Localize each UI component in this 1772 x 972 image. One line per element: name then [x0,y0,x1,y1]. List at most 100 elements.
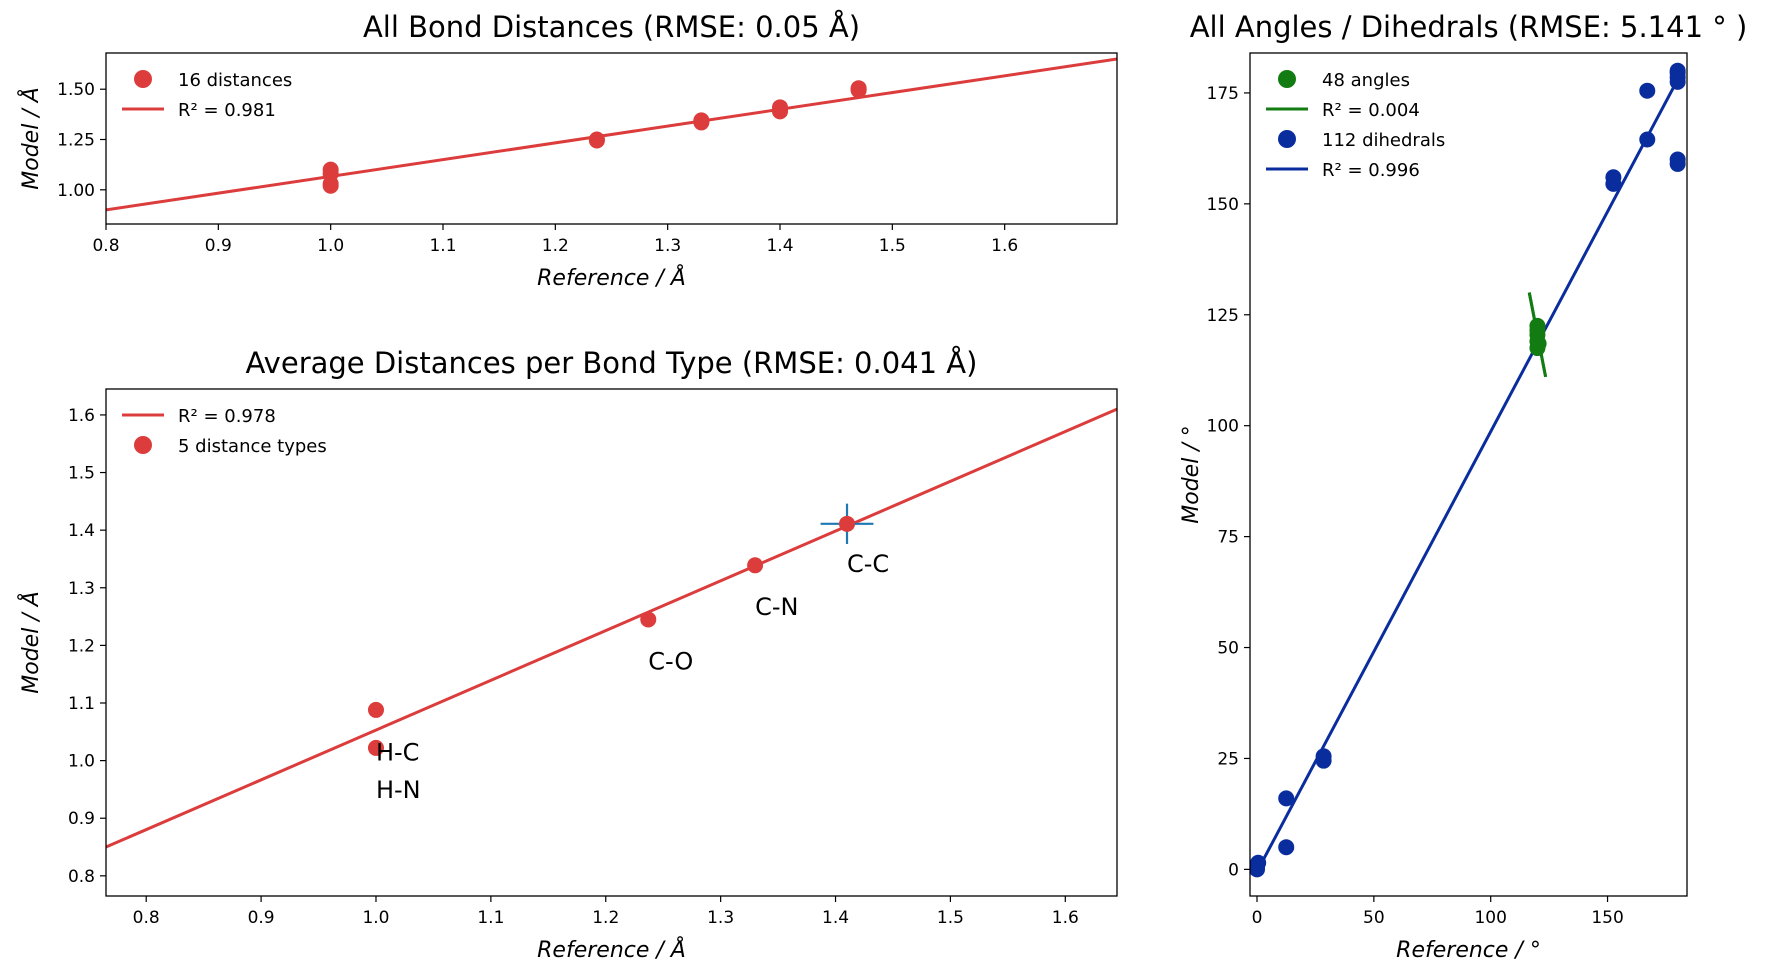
data-point [367,701,384,718]
dihedrals-point [1278,790,1295,807]
y-tick-label: 50 [1217,639,1239,659]
x-tick-label: 1.4 [822,908,849,928]
x-tick-label: 1.6 [1052,908,1079,928]
data-point [850,82,867,99]
x-tick-label: 0 [1252,908,1263,928]
y-tick-label: 1.4 [68,521,95,541]
y-tick-label: 1.0 [68,752,95,772]
dihedrals-point [1278,839,1295,856]
x-tick-label: 1.6 [991,236,1018,256]
plot-area [106,407,1117,849]
y-tick-label: 1.5 [68,464,95,484]
dihedrals-point [1639,82,1656,99]
x-tick-label: 1.1 [429,236,456,256]
y-tick-label: 1.00 [57,181,95,201]
dihedrals-point [1669,62,1686,79]
fit-line [106,407,1117,849]
chart-title: All Angles / Dihedrals (RMSE: 5.141 ° ) [1190,10,1748,44]
y-tick-label: 1.50 [57,80,95,100]
data-point [747,557,764,574]
legend-label: 112 dihedrals [1322,130,1445,151]
legend-label: R² = 0.004 [1322,100,1420,121]
legend-label: R² = 0.981 [178,100,276,121]
legend-label: R² = 0.978 [178,406,276,427]
x-tick-label: 1.0 [362,908,389,928]
legend-dot-swatch [134,70,152,88]
data-point [322,161,339,178]
y-tick-label: 1.1 [68,694,95,714]
point-annotation: H-C [376,739,419,767]
y-tick-label: 75 [1217,528,1239,548]
legend: 16 distances R² = 0.981 [122,70,292,121]
x-tick-label: 1.0 [317,236,344,256]
x-axis-label: Reference / Å [537,264,686,291]
x-tick-label: 0.8 [92,236,119,256]
plot-area [106,57,1117,212]
x-tick-label: 1.5 [937,908,964,928]
x-tick-label: 1.3 [654,236,681,256]
x-tick-label: 1.5 [879,236,906,256]
y-tick-label: 100 [1207,417,1239,437]
chart-average-distances: 0.8 0.9 1.0 1.1 1.2 1.3 1.4 1.5 1.6 0.8 0.9 1.0 1.1 1… [17,346,1118,963]
chart-all-bond-distances: 0.8 0.9 1.0 1.1 1.2 1.3 1.4 1.5 1.6 1.00 1.25 1.50 A… [17,10,1118,291]
y-tick-label: 1.25 [57,131,95,151]
legend-dot-swatch [1278,130,1296,148]
angles-fit-line-overlay [1527,292,1548,378]
x-tick-label: 150 [1591,908,1623,928]
point-annotation: C-C [847,550,889,578]
chart-all-angles-dihedrals: 0 50 100 150 0 25 50 75 100 125 150 175 All Angles /… [1179,10,1747,963]
y-axis-label: Model / ° [1179,425,1204,523]
dihedrals-point [1315,748,1332,765]
x-tick-label: 0.8 [133,908,160,928]
legend-label: 48 angles [1322,70,1410,91]
x-tick-label: 1.2 [542,236,569,256]
legend-label: R² = 0.996 [1322,160,1420,181]
dihedrals-point [1250,859,1266,876]
x-tick-label: 1.2 [592,908,619,928]
dihedrals-point [1669,151,1686,168]
x-axis-label: Reference / Å [537,936,686,963]
y-tick-label: 175 [1207,84,1239,104]
y-tick-label: 0.9 [68,809,95,829]
x-tick-label: 0.9 [205,236,232,256]
data-point [640,611,657,628]
data-point [693,114,710,131]
y-tick-label: 1.2 [68,636,95,656]
y-tick-label: 150 [1207,195,1239,215]
y-tick-label: 1.6 [68,406,95,426]
point-annotation: H-N [376,776,421,804]
point-annotation: C-N [755,593,798,621]
y-axis-label: Model / Å [17,87,44,190]
dihedrals-point [1639,131,1656,148]
chart-title: Average Distances per Bond Type (RMSE: 0… [246,346,978,380]
x-tick-label: 0.9 [248,908,275,928]
legend-label: 16 distances [178,70,292,91]
point-annotation: C-O [648,648,693,676]
fit-line [106,57,1117,212]
data-point [367,739,384,756]
axes-frame [105,52,1118,225]
legend-label: 5 distance types [178,436,327,457]
axes-frame [105,388,1118,897]
legend-dot-swatch [1278,70,1296,88]
y-axis-label: Model / Å [17,591,44,694]
x-tick-label: 1.1 [477,908,504,928]
y-tick-label: 125 [1207,306,1239,326]
dihedrals-fit-line [1255,78,1679,873]
chart-title: All Bond Distances (RMSE: 0.05 Å) [363,10,860,44]
plot-area [1250,62,1686,878]
y-tick-label: 25 [1217,749,1239,769]
legend: 48 angles R² = 0.004 112 dihedrals R² = 0.9… [1266,70,1445,181]
dihedrals-point [1605,169,1622,186]
x-tick-label: 100 [1474,908,1506,928]
x-axis-label: Reference / ° [1396,938,1541,963]
y-tick-label: 0 [1228,860,1239,880]
x-tick-label: 1.4 [766,236,793,256]
data-point [839,515,856,532]
x-tick-label: 1.3 [707,908,734,928]
y-tick-label: 1.3 [68,579,95,599]
x-tick-label: 50 [1363,908,1385,928]
data-point [588,131,605,148]
data-point [772,102,788,119]
